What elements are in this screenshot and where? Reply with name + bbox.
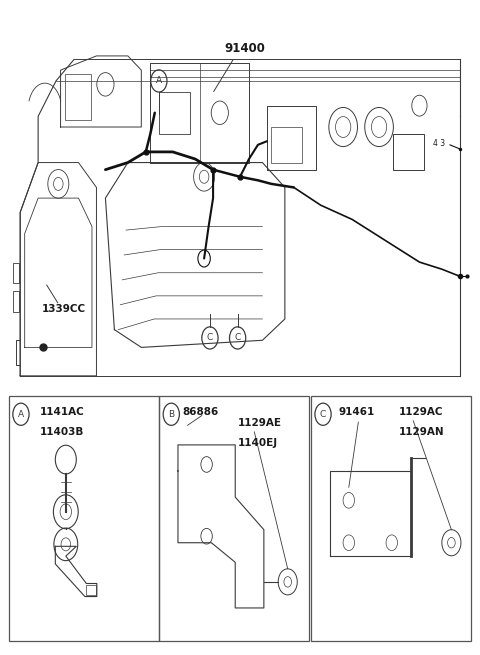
Text: 1129AN: 1129AN xyxy=(399,427,444,437)
Bar xyxy=(159,396,309,641)
Bar xyxy=(13,291,19,312)
Text: 1141AC: 1141AC xyxy=(39,407,84,417)
Text: 1140EJ: 1140EJ xyxy=(238,438,278,448)
Text: A: A xyxy=(18,410,24,419)
Text: C: C xyxy=(207,333,213,343)
Text: 91400: 91400 xyxy=(224,42,265,55)
Bar xyxy=(86,585,96,595)
Text: C: C xyxy=(320,410,326,419)
Text: 1129AE: 1129AE xyxy=(238,419,282,428)
Bar xyxy=(271,126,302,162)
Bar xyxy=(13,263,19,284)
Text: 11403B: 11403B xyxy=(39,427,84,437)
Text: 1129AC: 1129AC xyxy=(399,407,444,417)
Text: C: C xyxy=(235,333,241,343)
Text: 91461: 91461 xyxy=(338,407,374,417)
Text: 4 3: 4 3 xyxy=(433,139,445,148)
Bar xyxy=(311,396,471,641)
Text: 86886: 86886 xyxy=(183,407,219,417)
Bar xyxy=(9,396,159,641)
Text: 1339CC: 1339CC xyxy=(42,304,86,314)
Text: B: B xyxy=(168,410,174,419)
Bar xyxy=(65,74,91,120)
Text: A: A xyxy=(156,77,162,85)
Bar xyxy=(159,92,190,134)
Bar xyxy=(393,134,423,170)
